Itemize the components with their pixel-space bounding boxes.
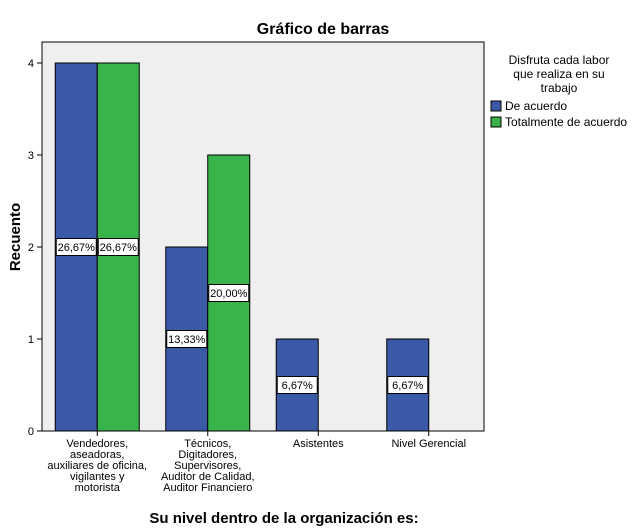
y-tick-label: 2 [28, 242, 34, 254]
x-axis: Vendedores, aseadoras, auxiliares de ofici… [47, 431, 466, 494]
legend-entry: De acuerdo [505, 99, 567, 113]
y-tick-label: 4 [28, 58, 34, 70]
data-label: 20,00% [210, 288, 248, 300]
legend-entry: Totalmente de acuerdo [505, 115, 627, 129]
data-label-box [387, 376, 429, 394]
data-label: 26,67% [58, 242, 96, 254]
y-tick-label: 0 [28, 426, 34, 438]
data-label-box [208, 284, 250, 302]
chart-title: Gráfico de barras [257, 21, 390, 38]
data-label: 13,33% [168, 334, 206, 346]
y-axis-title: Recuento [7, 203, 24, 271]
data-labels-layer: 26,67% 13,33% 6,67% 6,67% 26,67% 20,00% [55, 238, 429, 394]
data-label-box [97, 238, 139, 256]
legend-title: Disfruta cada labor que realiza en su trab… [509, 53, 610, 95]
data-label-box [276, 376, 318, 394]
data-label-box [166, 330, 208, 348]
legend-swatch [490, 116, 502, 128]
y-axis: 0 1 2 3 4 [28, 58, 42, 438]
y-tick-label: 3 [28, 150, 34, 162]
data-label: 6,67% [282, 380, 313, 392]
x-tick-label: Vendedores, aseadoras, auxiliares de ofici… [47, 438, 147, 494]
legend: Disfruta cada labor que realiza en su trab… [490, 53, 627, 129]
x-axis-title: Su nivel dentro de la organización es: [149, 510, 418, 527]
data-label: 26,67% [100, 242, 138, 254]
y-tick-label: 1 [28, 334, 34, 346]
x-tick-label: Nivel Gerencial [391, 438, 466, 450]
x-tick-label: Técnicos, Digitadores, Supervisores, Audito… [161, 438, 255, 494]
data-label-box [55, 238, 97, 256]
data-label: 6,67% [392, 380, 423, 392]
x-tick-label: Asistentes [293, 438, 344, 450]
legend-swatch [490, 100, 502, 112]
